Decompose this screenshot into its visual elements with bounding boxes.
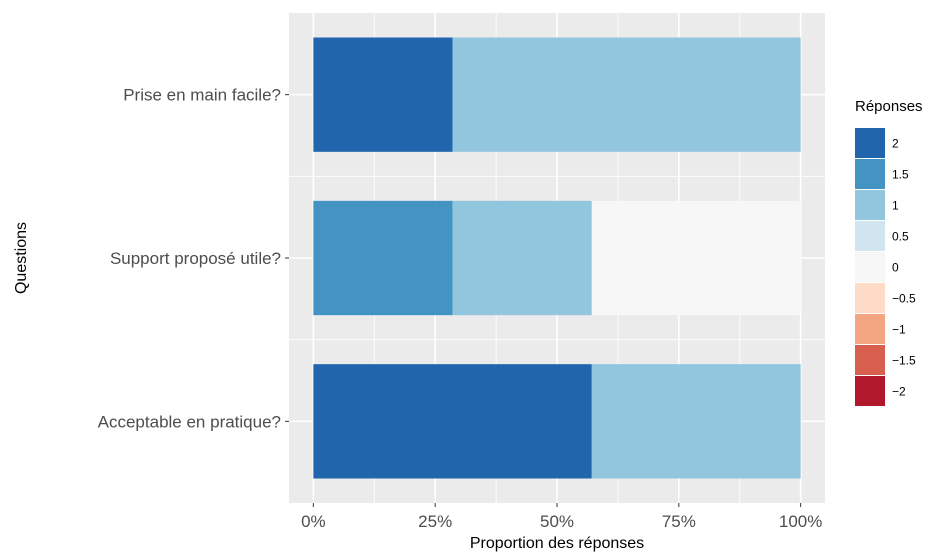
bar-segment: [313, 37, 453, 152]
legend-label: 1: [892, 199, 899, 213]
legend-key: [855, 283, 885, 313]
x-tick-label: 100%: [779, 512, 822, 531]
legend-key: [855, 345, 885, 375]
legend-key: [855, 221, 885, 251]
bar-segment: [591, 364, 801, 479]
y-axis-title: Questions: [13, 222, 30, 294]
x-tick-label: 75%: [662, 512, 696, 531]
legend-key: [855, 190, 885, 220]
legend-label: 0: [892, 261, 899, 275]
legend-label: −2: [892, 385, 906, 399]
legend-label: −1: [892, 323, 906, 337]
bar-segment: [313, 200, 453, 316]
legend-label: 0.5: [892, 230, 909, 244]
legend-key: [855, 252, 885, 282]
bar-segment: [452, 37, 801, 152]
bar-segment: [313, 364, 592, 479]
legend-title: Réponses: [855, 98, 923, 115]
legend-label: −1.5: [892, 354, 916, 368]
legend-key: [855, 159, 885, 189]
legend-label: 1.5: [892, 168, 909, 182]
x-tick-label: 50%: [540, 512, 574, 531]
y-tick-label: Acceptable en pratique?: [98, 412, 281, 431]
y-tick-label: Prise en main facile?: [123, 86, 281, 105]
x-tick-label: 0%: [301, 512, 326, 531]
legend-label: −0.5: [892, 292, 916, 306]
x-tick-label: 25%: [418, 512, 452, 531]
legend-key: [855, 128, 885, 158]
legend-key: [855, 376, 885, 406]
x-axis-title: Proportion des réponses: [470, 535, 644, 552]
bar-segment: [591, 200, 801, 316]
bar-segment: [452, 200, 592, 316]
y-tick-label: Support proposé utile?: [110, 249, 281, 268]
legend-key: [855, 314, 885, 344]
legend-label: 2: [892, 137, 899, 151]
